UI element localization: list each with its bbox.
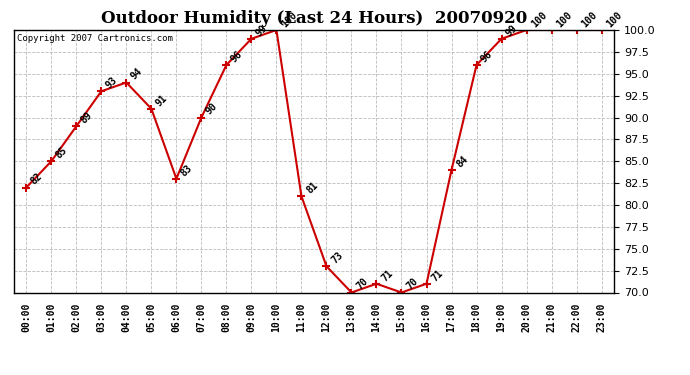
Text: 99: 99 — [504, 22, 520, 38]
Text: 73: 73 — [329, 250, 344, 266]
Text: 85: 85 — [54, 145, 70, 160]
Text: 96: 96 — [480, 49, 495, 64]
Text: 83: 83 — [179, 163, 195, 178]
Text: 100: 100 — [529, 10, 549, 29]
Text: 93: 93 — [104, 75, 119, 90]
Text: 81: 81 — [304, 180, 319, 195]
Text: 100: 100 — [554, 10, 574, 29]
Text: Copyright 2007 Cartronics.com: Copyright 2007 Cartronics.com — [17, 34, 172, 43]
Text: 99: 99 — [254, 22, 270, 38]
Text: 70: 70 — [354, 276, 370, 292]
Text: 82: 82 — [29, 171, 44, 187]
Text: 91: 91 — [154, 93, 170, 108]
Title: Outdoor Humidity (Last 24 Hours)  20070920: Outdoor Humidity (Last 24 Hours) 2007092… — [101, 10, 527, 27]
Text: 100: 100 — [604, 10, 624, 29]
Text: 89: 89 — [79, 110, 95, 126]
Text: 100: 100 — [279, 10, 299, 29]
Text: 100: 100 — [580, 10, 599, 29]
Text: 96: 96 — [229, 49, 244, 64]
Text: 94: 94 — [129, 66, 144, 82]
Text: 84: 84 — [454, 154, 470, 169]
Text: 70: 70 — [404, 276, 420, 292]
Text: 71: 71 — [429, 268, 444, 283]
Text: 71: 71 — [380, 268, 395, 283]
Text: 90: 90 — [204, 101, 219, 117]
